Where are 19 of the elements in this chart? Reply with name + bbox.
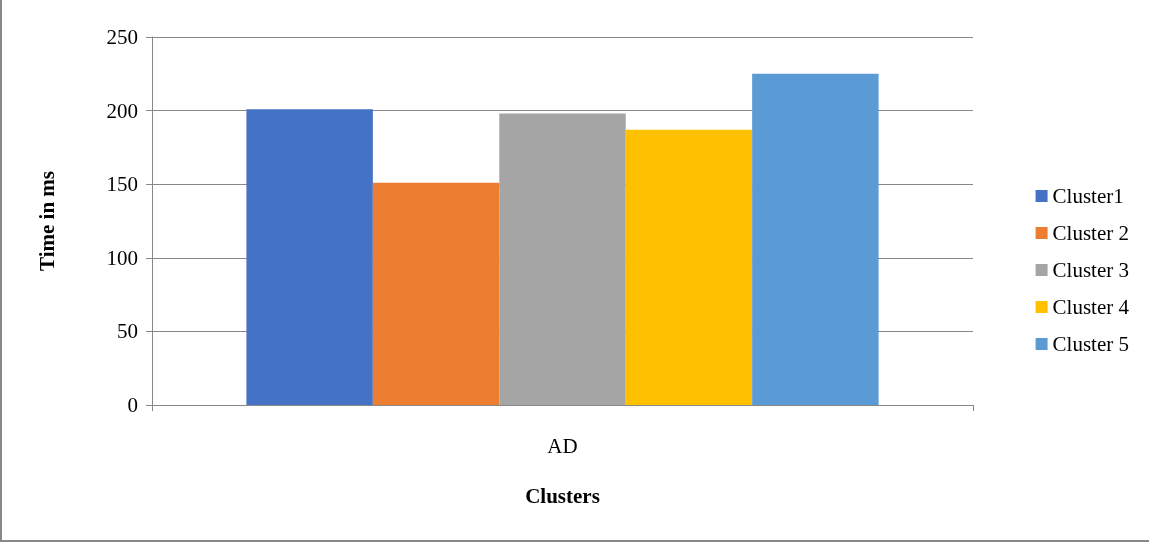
bar — [752, 73, 879, 405]
x-tick-label: AD — [547, 433, 578, 458]
y-tick-label: 250 — [106, 25, 138, 49]
y-tick-label: 150 — [106, 172, 138, 197]
legend-label: Cluster 4 — [1052, 295, 1130, 319]
legend-label: Cluster 3 — [1052, 258, 1130, 282]
x-axis-title: Clusters — [525, 483, 600, 508]
bar — [372, 182, 500, 405]
bar — [625, 129, 753, 405]
bar — [246, 109, 373, 405]
legend-label: Cluster1 — [1052, 184, 1124, 208]
legend-label: Cluster 5 — [1052, 332, 1130, 356]
legend-label: Cluster 2 — [1052, 221, 1130, 245]
y-tick-label: 200 — [106, 98, 138, 123]
y-tick-label: 50 — [117, 319, 138, 344]
y-axis-title: Time in ms — [34, 171, 59, 271]
y-tick-label: 0 — [127, 393, 138, 417]
bar — [499, 113, 626, 405]
y-tick-label: 100 — [106, 245, 138, 270]
